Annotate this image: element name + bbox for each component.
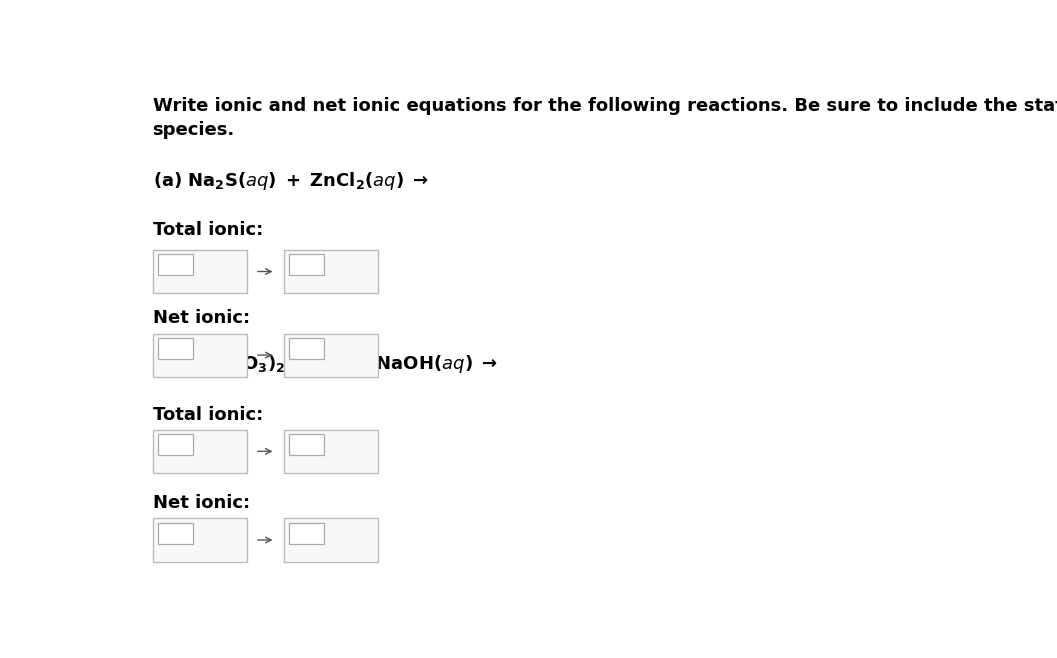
Text: Write ionic and net ionic equations for the following reactions. Be sure to incl: Write ionic and net ionic equations for …: [152, 97, 1057, 139]
FancyBboxPatch shape: [290, 254, 323, 275]
FancyBboxPatch shape: [283, 250, 378, 293]
FancyBboxPatch shape: [290, 434, 323, 455]
FancyBboxPatch shape: [283, 334, 378, 376]
FancyBboxPatch shape: [159, 522, 192, 544]
FancyBboxPatch shape: [290, 338, 323, 359]
FancyBboxPatch shape: [159, 338, 192, 359]
FancyBboxPatch shape: [152, 430, 247, 473]
Text: $\bf{(a)\ Na_2S(}$$\it{aq}$$\bf{)\ +\ ZnCl_2(}$$\it{aq}$$\bf{)\ \rightarrow}$: $\bf{(a)\ Na_2S(}$$\it{aq}$$\bf{)\ +\ Zn…: [152, 170, 428, 192]
FancyBboxPatch shape: [290, 522, 323, 544]
Text: Total ionic:: Total ionic:: [152, 221, 263, 239]
Text: Total ionic:: Total ionic:: [152, 406, 263, 424]
FancyBboxPatch shape: [152, 334, 247, 376]
Text: Net ionic:: Net ionic:: [152, 494, 249, 513]
FancyBboxPatch shape: [283, 430, 378, 473]
FancyBboxPatch shape: [283, 519, 378, 561]
Text: Net ionic:: Net ionic:: [152, 309, 249, 328]
FancyBboxPatch shape: [152, 250, 247, 293]
FancyBboxPatch shape: [159, 434, 192, 455]
Text: $\bf{(b)\ Mg(NO_3)_2(}$$\it{aq}$$\bf{)\ +\ 2\ NaOH(}$$\it{aq}$$\bf{)\ \rightarro: $\bf{(b)\ Mg(NO_3)_2(}$$\it{aq}$$\bf{)\ …: [152, 353, 498, 374]
FancyBboxPatch shape: [159, 254, 192, 275]
FancyBboxPatch shape: [152, 519, 247, 561]
